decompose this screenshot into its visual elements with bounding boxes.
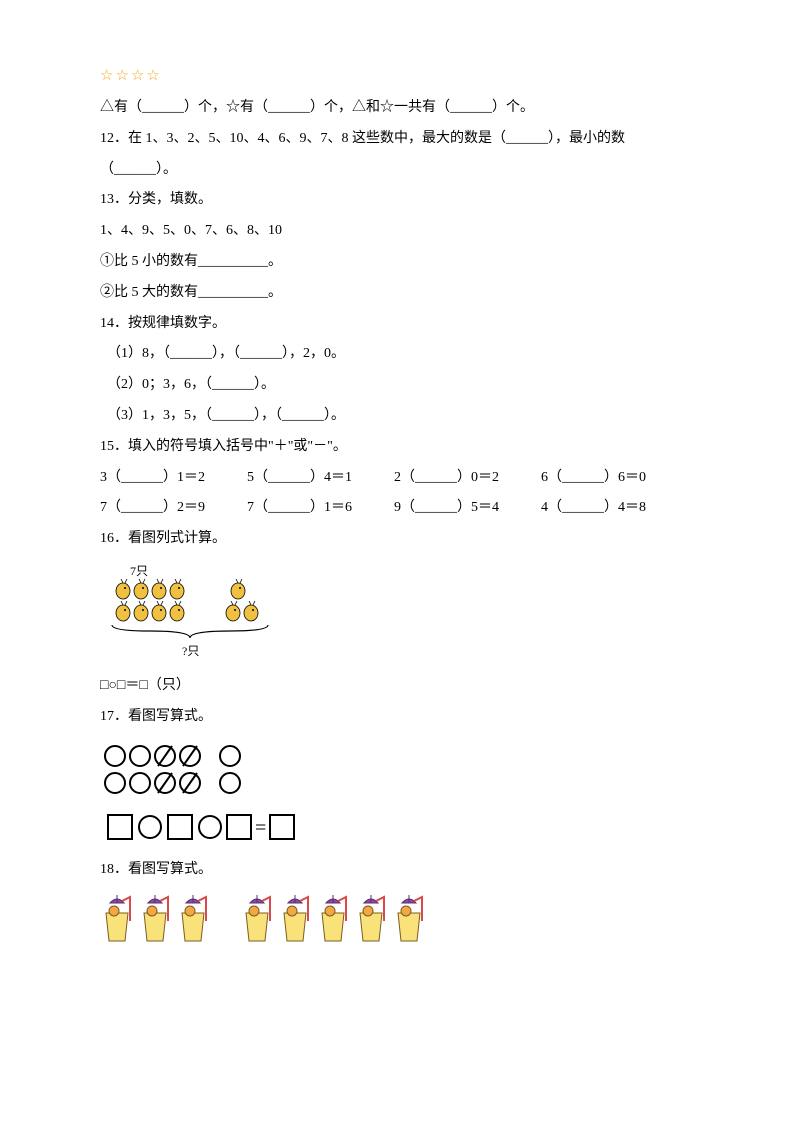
q11-text: △有（______）个，☆有（______）个，△和☆一共有（______）个。: [100, 93, 694, 124]
q15-title: 15．填入的符号填入括号中"＋"或"－"。: [100, 432, 694, 463]
bird-right-top: [231, 579, 245, 599]
bird-row-top: [116, 579, 184, 599]
q14-title: 14．按规律填数字。: [100, 309, 694, 340]
q17-equation: =: [100, 809, 694, 847]
drink-icon: [392, 893, 426, 943]
drink-icon: [354, 893, 388, 943]
q15-row1: 3（______）1＝2 5（______）4＝1 2（______）0＝2 6…: [100, 463, 694, 494]
crossed-circle-icon: [155, 746, 175, 766]
q16-title: 16．看图列式计算。: [100, 524, 694, 555]
circle-icon: [130, 746, 150, 766]
operator-circle-icon: [199, 816, 221, 838]
drink-icon: [100, 893, 134, 943]
q16-figure: 7只 ?只: [100, 563, 694, 663]
q17-figure: [100, 741, 694, 801]
bird-row-bottom-right: [226, 601, 258, 621]
q12-text: 12．在 1、3、2、5、10、4、6、9、7、8 这些数中，最大的数是（___…: [100, 124, 694, 186]
q14-2: （2）0；3，6，（______）。: [107, 370, 694, 401]
drink-group-right: [240, 893, 426, 943]
fig16-bottom-label: ?只: [182, 644, 199, 658]
q18-figure: [100, 893, 694, 943]
crossed-circle-icon: [180, 746, 200, 766]
drink-icon: [316, 893, 350, 943]
brace-icon: [112, 625, 268, 638]
circle-icon: [105, 773, 125, 793]
box-icon: [168, 815, 192, 839]
box-icon: [108, 815, 132, 839]
box-icon: [270, 815, 294, 839]
q14-1: （1）8，（______），（______），2，0。: [107, 339, 694, 370]
drink-group-left: [100, 893, 210, 943]
circle-icon: [105, 746, 125, 766]
fig16-top-label: 7只: [130, 564, 148, 578]
crossed-circle-icon: [155, 773, 175, 793]
drink-icon: [138, 893, 172, 943]
circle-icon: [220, 773, 240, 793]
q13-sub1: ①比 5 小的数有__________。: [100, 247, 694, 278]
bird-row-bottom-left: [116, 601, 184, 621]
operator-circle-icon: [139, 816, 161, 838]
box-icon: [227, 815, 251, 839]
q16-equation: □○□＝□（只）: [100, 671, 694, 702]
q14-3: （3）1，3，5，（______），（______）。: [107, 401, 694, 432]
drink-icon: [240, 893, 274, 943]
q15-row2: 7（______）2＝9 7（______）1＝6 9（______）5＝4 4…: [100, 493, 694, 524]
q13-numbers: 1、4、9、5、0、7、6、8、10: [100, 216, 694, 247]
circle-icon: [220, 746, 240, 766]
drink-icon: [278, 893, 312, 943]
q18-title: 18．看图写算式。: [100, 855, 694, 886]
circle-icon: [130, 773, 150, 793]
equals-text: =: [255, 817, 266, 839]
crossed-circle-icon: [180, 773, 200, 793]
stars-row: ☆☆☆☆: [100, 60, 694, 93]
q13-sub2: ②比 5 大的数有__________。: [100, 278, 694, 309]
q17-title: 17．看图写算式。: [100, 702, 694, 733]
q13-title: 13．分类，填数。: [100, 185, 694, 216]
drink-icon: [176, 893, 210, 943]
